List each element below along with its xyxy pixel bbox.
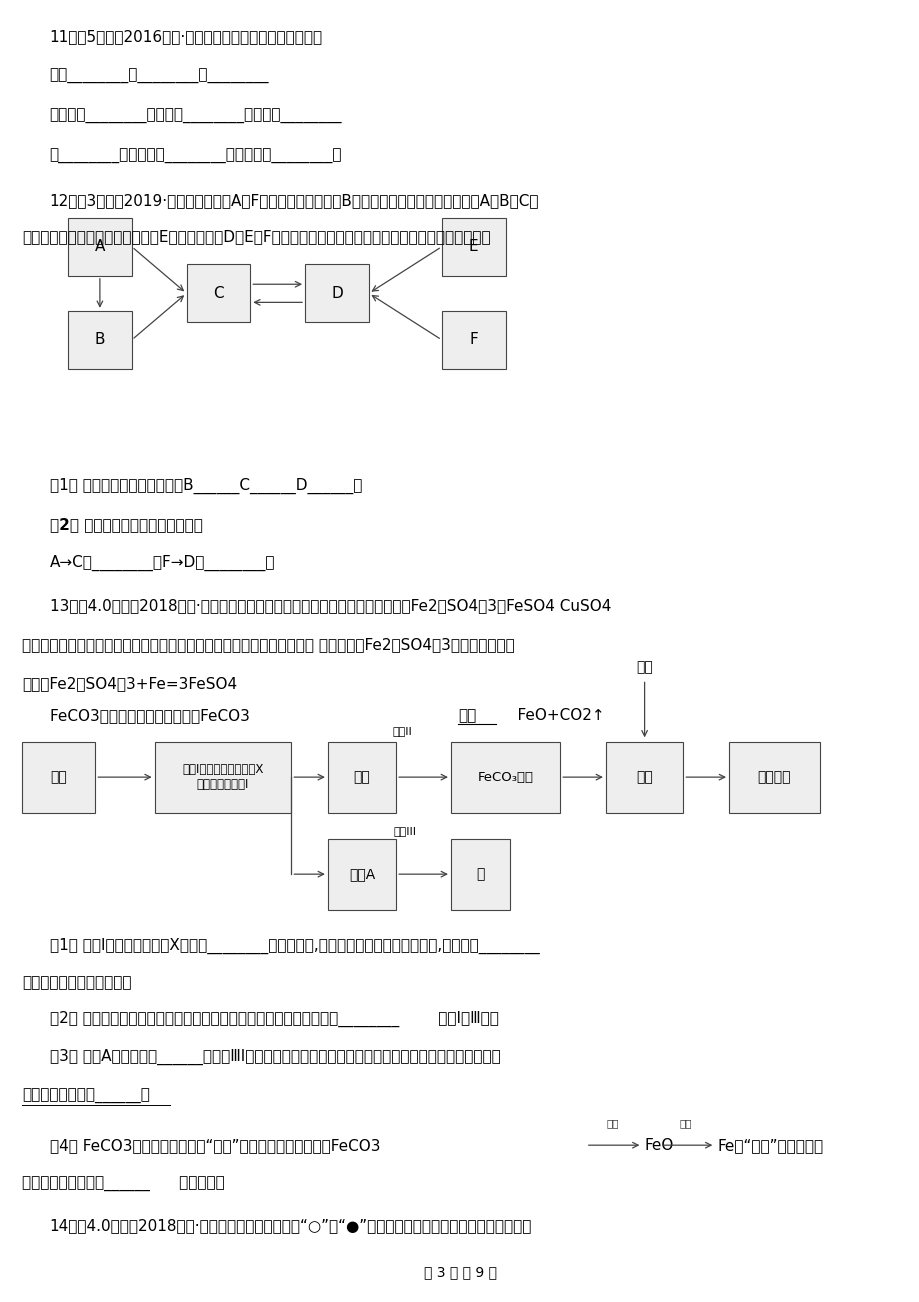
Text: 二氧化碗________过氧化氢________高锴酸顳________: 二氧化碗________过氧化氢________高锴酸顳________ <box>50 109 342 124</box>
FancyBboxPatch shape <box>68 311 131 368</box>
Text: 废液: 废液 <box>51 769 67 784</box>
Text: 分解: 分解 <box>607 1118 618 1129</box>
FancyBboxPatch shape <box>441 311 505 368</box>
Text: A→C：________；F→D：________。: A→C：________；F→D：________。 <box>50 555 275 572</box>
Text: 反应：Fe2（SO4）3+Fe=3FeSO4: 反应：Fe2（SO4）3+Fe=3FeSO4 <box>22 676 237 691</box>
Text: 12．（3分）（2019·永州模拟）现有A－F六种常见物质，其中B是食品包装中的常用的干燥剂，A、B、C三: 12．（3分）（2019·永州模拟）现有A－F六种常见物质，其中B是食品包装中的… <box>50 193 539 208</box>
FancyBboxPatch shape <box>327 742 396 812</box>
FancyBboxPatch shape <box>606 742 683 812</box>
Text: 反应（填基本反应类型）。: 反应（填基本反应类型）。 <box>22 975 131 990</box>
FancyBboxPatch shape <box>441 217 505 276</box>
Text: 11．（5分）（2016九上·河源期末）书写下列的化学符号：: 11．（5分）（2016九上·河源期末）书写下列的化学符号： <box>50 29 323 44</box>
Text: 憍烧: 憍烧 <box>458 708 476 723</box>
Text: （3） 金属A中的成分有______，步骤ⅢI可以用简单的物理方法得到铜，也可以用化学方法得到，化学方: （3） 金属A中的成分有______，步骤ⅢI可以用简单的物理方法得到铜，也可以… <box>50 1049 500 1065</box>
Text: 法的反应方程式是______。: 法的反应方程式是______。 <box>22 1088 150 1104</box>
Text: FeCO₃沉淠: FeCO₃沉淠 <box>477 771 533 784</box>
Text: （2） 过滤是重要的实验手段，在此流程中需要用到过滤操作的是步骤________        （填Ⅰ～Ⅲ）。: （2） 过滤是重要的实验手段，在此流程中需要用到过滤操作的是步骤________… <box>50 1010 498 1026</box>
Text: 13．（4.0分）（2018九上·南海期末）兴趣小组的同学从实验室中收集一桶含有Fe2（SO4）3、FeSO4 CuSO4: 13．（4.0分）（2018九上·南海期末）兴趣小组的同学从实验室中收集一桶含有… <box>50 598 610 613</box>
Text: 憍烧: 憍烧 <box>636 769 652 784</box>
Text: 种白色固体都含有同种金属元素，E是固体单质，D、E、F都含有同种非金属元素，它们的转化关系如图。请回答: 种白色固体都含有同种金属元素，E是固体单质，D、E、F都含有同种非金属元素，它们… <box>22 229 491 245</box>
Text: 14．（4.0分）（2018九上·鄂阳月考）如下图所示，“○”、“●”表示两种不同的原子，请回答下列问题。: 14．（4.0分）（2018九上·鄂阳月考）如下图所示，“○”、“●”表示两种不… <box>50 1217 531 1233</box>
FancyBboxPatch shape <box>450 742 560 812</box>
Text: 还原铁粉: 还原铁粉 <box>757 769 790 784</box>
Text: 价发生改变的元素有______      （填符号）: 价发生改变的元素有______ （填符号） <box>22 1177 225 1191</box>
Text: B: B <box>95 332 105 348</box>
Text: C: C <box>213 286 223 301</box>
Text: A: A <box>95 240 105 254</box>
Text: FeO: FeO <box>643 1138 673 1152</box>
Text: FeO+CO2↑: FeO+CO2↑ <box>498 708 605 723</box>
Text: （4） FeCO3沉淠隔绝空气进行“憍烧”制得还原铁粉的过程是FeCO3: （4） FeCO3沉淠隔绝空气进行“憍烧”制得还原铁粉的过程是FeCO3 <box>50 1138 385 1152</box>
Text: Fe，“憍烧”过程中化合: Fe，“憍烧”过程中化合 <box>716 1138 823 1152</box>
Text: 焦炭: 焦炭 <box>636 660 652 674</box>
Text: 步骤I：加入过量的金属X
充分反应，操作I: 步骤I：加入过量的金属X 充分反应，操作I <box>182 763 264 792</box>
FancyBboxPatch shape <box>327 838 396 910</box>
FancyBboxPatch shape <box>22 742 96 812</box>
FancyBboxPatch shape <box>450 838 510 910</box>
Text: 滤液: 滤液 <box>353 769 370 784</box>
Text: 和硫酸的废液。他们想从中制取碳酸亚铁并回收铜。主要步骤如图所示。 查阅资料：Fe2（SO4）3与铁可发生如下: 和硫酸的废液。他们想从中制取碳酸亚铁并回收铜。主要步骤如图所示。 查阅资料：Fe… <box>22 637 515 652</box>
Text: 第 3 页 共 9 页: 第 3 页 共 9 页 <box>423 1266 496 1279</box>
Text: E: E <box>469 240 478 254</box>
Text: 金属A: 金属A <box>348 867 375 881</box>
Text: （1） 步骤Ⅰ加入过量的金属X后发生________个化学反应,这些反应中有的属于化合反应,有的属于________: （1） 步骤Ⅰ加入过量的金属X后发生________个化学反应,这些反应中有的属… <box>50 937 539 954</box>
FancyBboxPatch shape <box>728 742 819 812</box>
Text: 水________四氧化三铁________五氧化二磷________。: 水________四氧化三铁________五氧化二磷________。 <box>50 150 342 164</box>
Text: F: F <box>469 332 478 348</box>
Text: 还原: 还原 <box>679 1118 692 1129</box>
FancyBboxPatch shape <box>68 217 131 276</box>
Text: 氧气________铁________磷________: 氧气________铁________磷________ <box>50 69 269 85</box>
Text: 步骤II: 步骤II <box>392 727 412 737</box>
Text: 步骤III: 步骤III <box>393 825 416 836</box>
Text: （1） 写出下列物质的化学式：B______C______D______。: （1） 写出下列物质的化学式：B______C______D______。 <box>50 478 362 493</box>
Text: D: D <box>331 286 343 301</box>
Text: 铜: 铜 <box>476 867 484 881</box>
FancyBboxPatch shape <box>154 742 291 812</box>
Text: （2） 写出下列变化的化学方程式：: （2） 写出下列变化的化学方程式： <box>50 517 202 531</box>
FancyBboxPatch shape <box>187 264 250 323</box>
Text: FeCO3沉淠憍烧的反应方程式：FeCO3: FeCO3沉淠憍烧的反应方程式：FeCO3 <box>50 708 255 723</box>
FancyBboxPatch shape <box>305 264 369 323</box>
